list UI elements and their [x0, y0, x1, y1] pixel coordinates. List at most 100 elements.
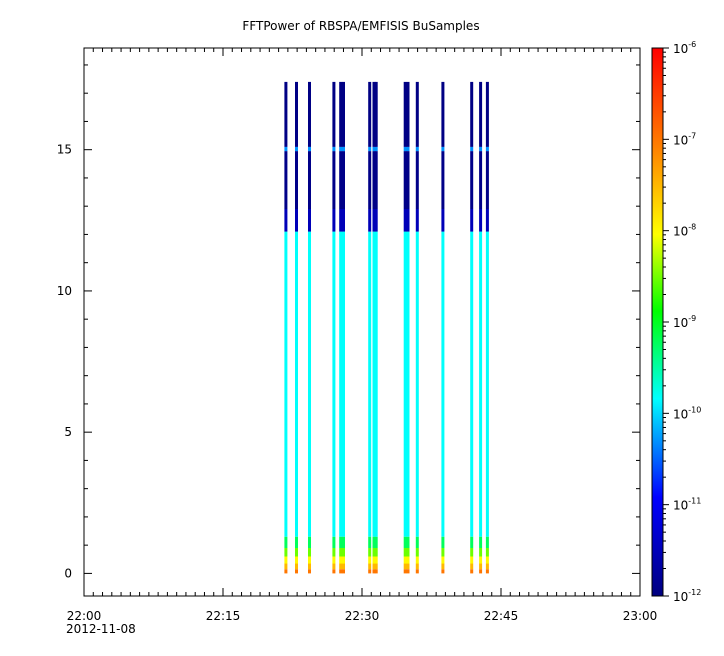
spectrum-cell — [342, 209, 345, 232]
spectrum-cell — [403, 231, 407, 537]
spectrum-cell — [308, 146, 311, 152]
spectrum-cell — [374, 81, 378, 147]
spectrum-cell — [295, 151, 298, 209]
spectrum-cell — [406, 81, 410, 147]
spectrum-cell — [372, 569, 376, 574]
spectrum-cell — [479, 146, 483, 152]
burst-column-16 — [485, 81, 489, 574]
spectrum-cell — [332, 209, 336, 232]
spectrum-cell — [415, 536, 419, 548]
spectrum-cell — [284, 563, 288, 570]
spectrum-cell — [339, 231, 343, 537]
spectrum-cell — [342, 556, 345, 564]
spectrum-cell — [374, 231, 378, 537]
spectrum-cell — [368, 146, 372, 152]
x-tick-label: 22:30 — [345, 609, 380, 623]
burst-column-15 — [479, 81, 483, 574]
burst-column-7 — [368, 81, 372, 574]
spectrum-cell — [441, 231, 445, 537]
spectrum-cell — [295, 81, 298, 147]
spectrum-cell — [470, 151, 474, 209]
spectrum-cell — [406, 209, 410, 232]
burst-column-14 — [470, 81, 474, 574]
x-date-label: 2012-11-08 — [66, 622, 136, 636]
spectrum-cell — [403, 569, 407, 574]
burst-column-2 — [295, 81, 298, 574]
spectrum-cell — [295, 146, 298, 152]
spectrum-cell — [332, 81, 336, 147]
spectrum-cell — [295, 556, 298, 564]
spectrum-cell — [368, 548, 372, 557]
spectrum-cell — [308, 231, 311, 537]
spectrum-cell — [284, 569, 288, 574]
spectrum-cell — [485, 209, 489, 232]
spectrum-cell — [441, 563, 445, 570]
spectrum-cell — [406, 569, 410, 574]
spectrum-cell — [441, 146, 445, 152]
spectrum-cell — [470, 556, 474, 564]
burst-column-8 — [372, 81, 376, 574]
spectrum-cell — [479, 548, 483, 557]
spectrum-cell — [332, 556, 336, 564]
burst-column-3 — [308, 81, 311, 574]
spectrum-cell — [406, 231, 410, 537]
spectrum-cell — [403, 536, 407, 548]
spectrum-cell — [479, 209, 483, 232]
spectrum-cell — [485, 151, 489, 209]
y-tick-label: 15 — [57, 143, 72, 157]
spectrum-cell — [372, 536, 376, 548]
spectrum-cell — [479, 151, 483, 209]
spectrum-cell — [470, 146, 474, 152]
spectrum-cell — [368, 569, 372, 574]
spectrum-cell — [308, 556, 311, 564]
spectrum-cell — [485, 536, 489, 548]
burst-column-10 — [403, 81, 407, 574]
spectrum-cell — [368, 563, 372, 570]
spectrum-cell — [374, 151, 378, 209]
spectrum-cell — [308, 569, 311, 574]
y-tick-label: 5 — [64, 425, 72, 439]
spectrum-cell — [415, 569, 419, 574]
spectrum-cell — [332, 151, 336, 209]
spectrum-cell — [470, 569, 474, 574]
spectrum-cell — [342, 231, 345, 537]
spectrum-cell — [308, 536, 311, 548]
spectrum-cell — [479, 556, 483, 564]
spectrum-cell — [374, 146, 378, 152]
burst-column-12 — [415, 81, 419, 574]
spectrum-cell — [470, 536, 474, 548]
spectrum-cell — [308, 563, 311, 570]
spectrum-cell — [406, 556, 410, 564]
spectrum-cell — [415, 231, 419, 537]
spectrum-cell — [295, 563, 298, 570]
spectrum-cell — [339, 569, 343, 574]
spectrum-cell — [339, 151, 343, 209]
spectrum-cell — [295, 548, 298, 557]
spectrum-cell — [332, 146, 336, 152]
spectrum-cell — [470, 548, 474, 557]
spectrum-cell — [441, 209, 445, 232]
spectrum-cell — [403, 563, 407, 570]
spectrum-cell — [479, 231, 483, 537]
burst-column-6 — [342, 81, 345, 574]
spectrum-cell — [295, 231, 298, 537]
spectrum-cell — [342, 146, 345, 152]
x-tick-label: 23:00 — [623, 609, 658, 623]
spectrum-cell — [368, 151, 372, 209]
spectrum-cell — [308, 209, 311, 232]
burst-column-1 — [284, 81, 288, 574]
spectrum-cell — [403, 548, 407, 557]
y-tick-label: 0 — [64, 566, 72, 580]
spectrum-cell — [479, 81, 483, 147]
spectrum-cell — [485, 556, 489, 564]
spectrum-cell — [339, 536, 343, 548]
spectrum-cell — [372, 146, 376, 152]
burst-column-4 — [332, 81, 336, 574]
spectrum-cell — [372, 151, 376, 209]
spectrum-cell — [479, 536, 483, 548]
spectrum-cell — [372, 563, 376, 570]
spectrum-cell — [368, 556, 372, 564]
colorbar-tick-label: 10-10 — [673, 405, 701, 421]
spectrum-cell — [342, 548, 345, 557]
